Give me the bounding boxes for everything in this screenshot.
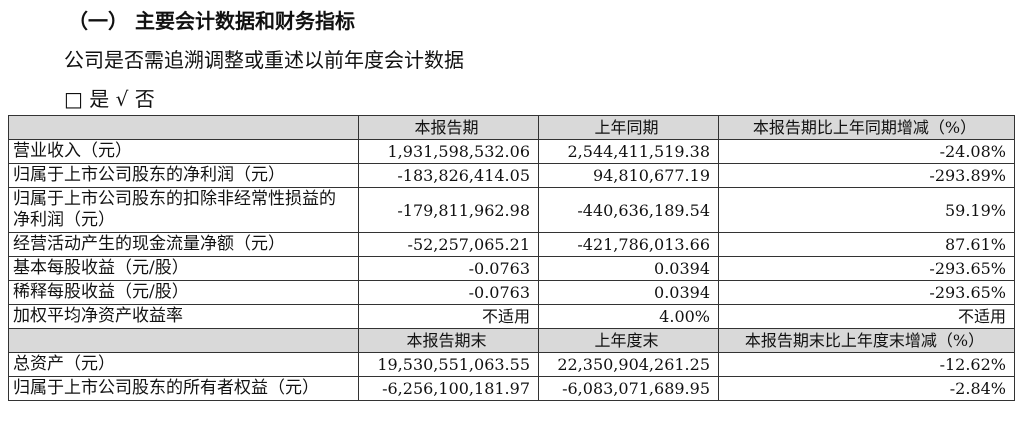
header-cell: 本报告期比上年同期增减（%）: [718, 115, 1015, 140]
row-label: 归属于上市公司股东的净利润（元）: [8, 163, 359, 188]
row-label: 基本每股收益（元/股）: [8, 256, 359, 281]
value-cell: 19,530,551,063.55: [358, 352, 539, 377]
row-label: 总资产（元）: [8, 352, 359, 377]
value-cell: -6,083,071,689.95: [538, 376, 719, 401]
value-cell: -293.65%: [718, 280, 1015, 305]
value-cell: -0.0763: [358, 256, 539, 281]
header-cell: [8, 328, 359, 353]
data-row: 加权平均净资产收益率 不适用 4.00% 不适用: [8, 304, 1015, 329]
value-cell: -0.0763: [358, 280, 539, 305]
header-cell: 上年同期: [538, 115, 719, 140]
value-cell: 0.0394: [538, 280, 719, 305]
data-row: 经营活动产生的现金流量净额（元） -52,257,065.21 -421,786,0…: [8, 232, 1015, 257]
value-cell: 94,810,677.19: [538, 163, 719, 188]
row-label: 稀释每股收益（元/股）: [8, 280, 359, 305]
value-cell: -179,811,962.98: [358, 187, 539, 233]
header-cell: [8, 115, 359, 140]
data-row: 基本每股收益（元/股） -0.0763 0.0394 -293.65%: [8, 256, 1015, 281]
value-cell: -12.62%: [718, 352, 1015, 377]
header-cell: 本报告期: [358, 115, 539, 140]
value-cell: -293.89%: [718, 163, 1015, 188]
value-cell: 不适用: [718, 304, 1015, 329]
financial-table: 本报告期 上年同期 本报告期比上年同期增减（%） 营业收入（元） 1,931,598,5…: [8, 115, 1015, 401]
answer: □ 是 √ 否: [64, 87, 155, 111]
value-cell: -293.65%: [718, 256, 1015, 281]
header-row: 本报告期末 上年度末 本报告期末比上年度末增减（%）: [8, 328, 1015, 353]
value-cell: -421,786,013.66: [538, 232, 719, 257]
header-row: 本报告期 上年同期 本报告期比上年同期增减（%）: [8, 115, 1015, 140]
data-row: 营业收入（元） 1,931,598,532.06 2,544,411,519.38-…: [8, 139, 1015, 164]
data-row: 归属于上市公司股东的净利润（元） -183,826,414.05 94,810,67…: [8, 163, 1015, 188]
value-cell: -2.84%: [718, 376, 1015, 401]
value-cell: -183,826,414.05: [358, 163, 539, 188]
value-cell: 87.61%: [718, 232, 1015, 257]
row-label: 经营活动产生的现金流量净额（元）: [8, 232, 359, 257]
row-label: 归属于上市公司股东的扣除非经常性损益的净利润（元）: [8, 187, 359, 233]
data-row: 稀释每股收益（元/股） -0.0763 0.0394 -293.65%: [8, 280, 1015, 305]
value-cell: 不适用: [358, 304, 539, 329]
header-cell: 上年度末: [538, 328, 719, 353]
value-cell: -6,256,100,181.97: [358, 376, 539, 401]
value-cell: 2,544,411,519.38: [538, 139, 719, 164]
value-cell: 59.19%: [718, 187, 1015, 233]
value-cell: 22,350,904,261.25: [538, 352, 719, 377]
header-cell: 本报告期末比上年度末增减（%）: [718, 328, 1015, 353]
row-label: 营业收入（元）: [8, 139, 359, 164]
header-cell: 本报告期末: [358, 328, 539, 353]
value-cell: 1,931,598,532.06: [358, 139, 539, 164]
data-row: 归属于上市公司股东的所有者权益（元） -6,256,100,181.97 -6,08…: [8, 376, 1015, 401]
value-cell: -440,636,189.54: [538, 187, 719, 233]
data-row: 总资产（元） 19,530,551,063.55 22,350,904,261.25…: [8, 352, 1015, 377]
row-label: 归属于上市公司股东的所有者权益（元）: [8, 376, 359, 401]
row-label: 加权平均净资产收益率: [8, 304, 359, 329]
value-cell: 4.00%: [538, 304, 719, 329]
section-title: （一） 主要会计数据和财务指标: [68, 9, 355, 33]
value-cell: 0.0394: [538, 256, 719, 281]
data-row: 归属于上市公司股东的扣除非经常性损益的净利润（元） -179,811,962.98…: [8, 187, 1015, 233]
value-cell: -52,257,065.21: [358, 232, 539, 257]
value-cell: -24.08%: [718, 139, 1015, 164]
question: 公司是否需追溯调整或重述以前年度会计数据: [64, 48, 464, 72]
